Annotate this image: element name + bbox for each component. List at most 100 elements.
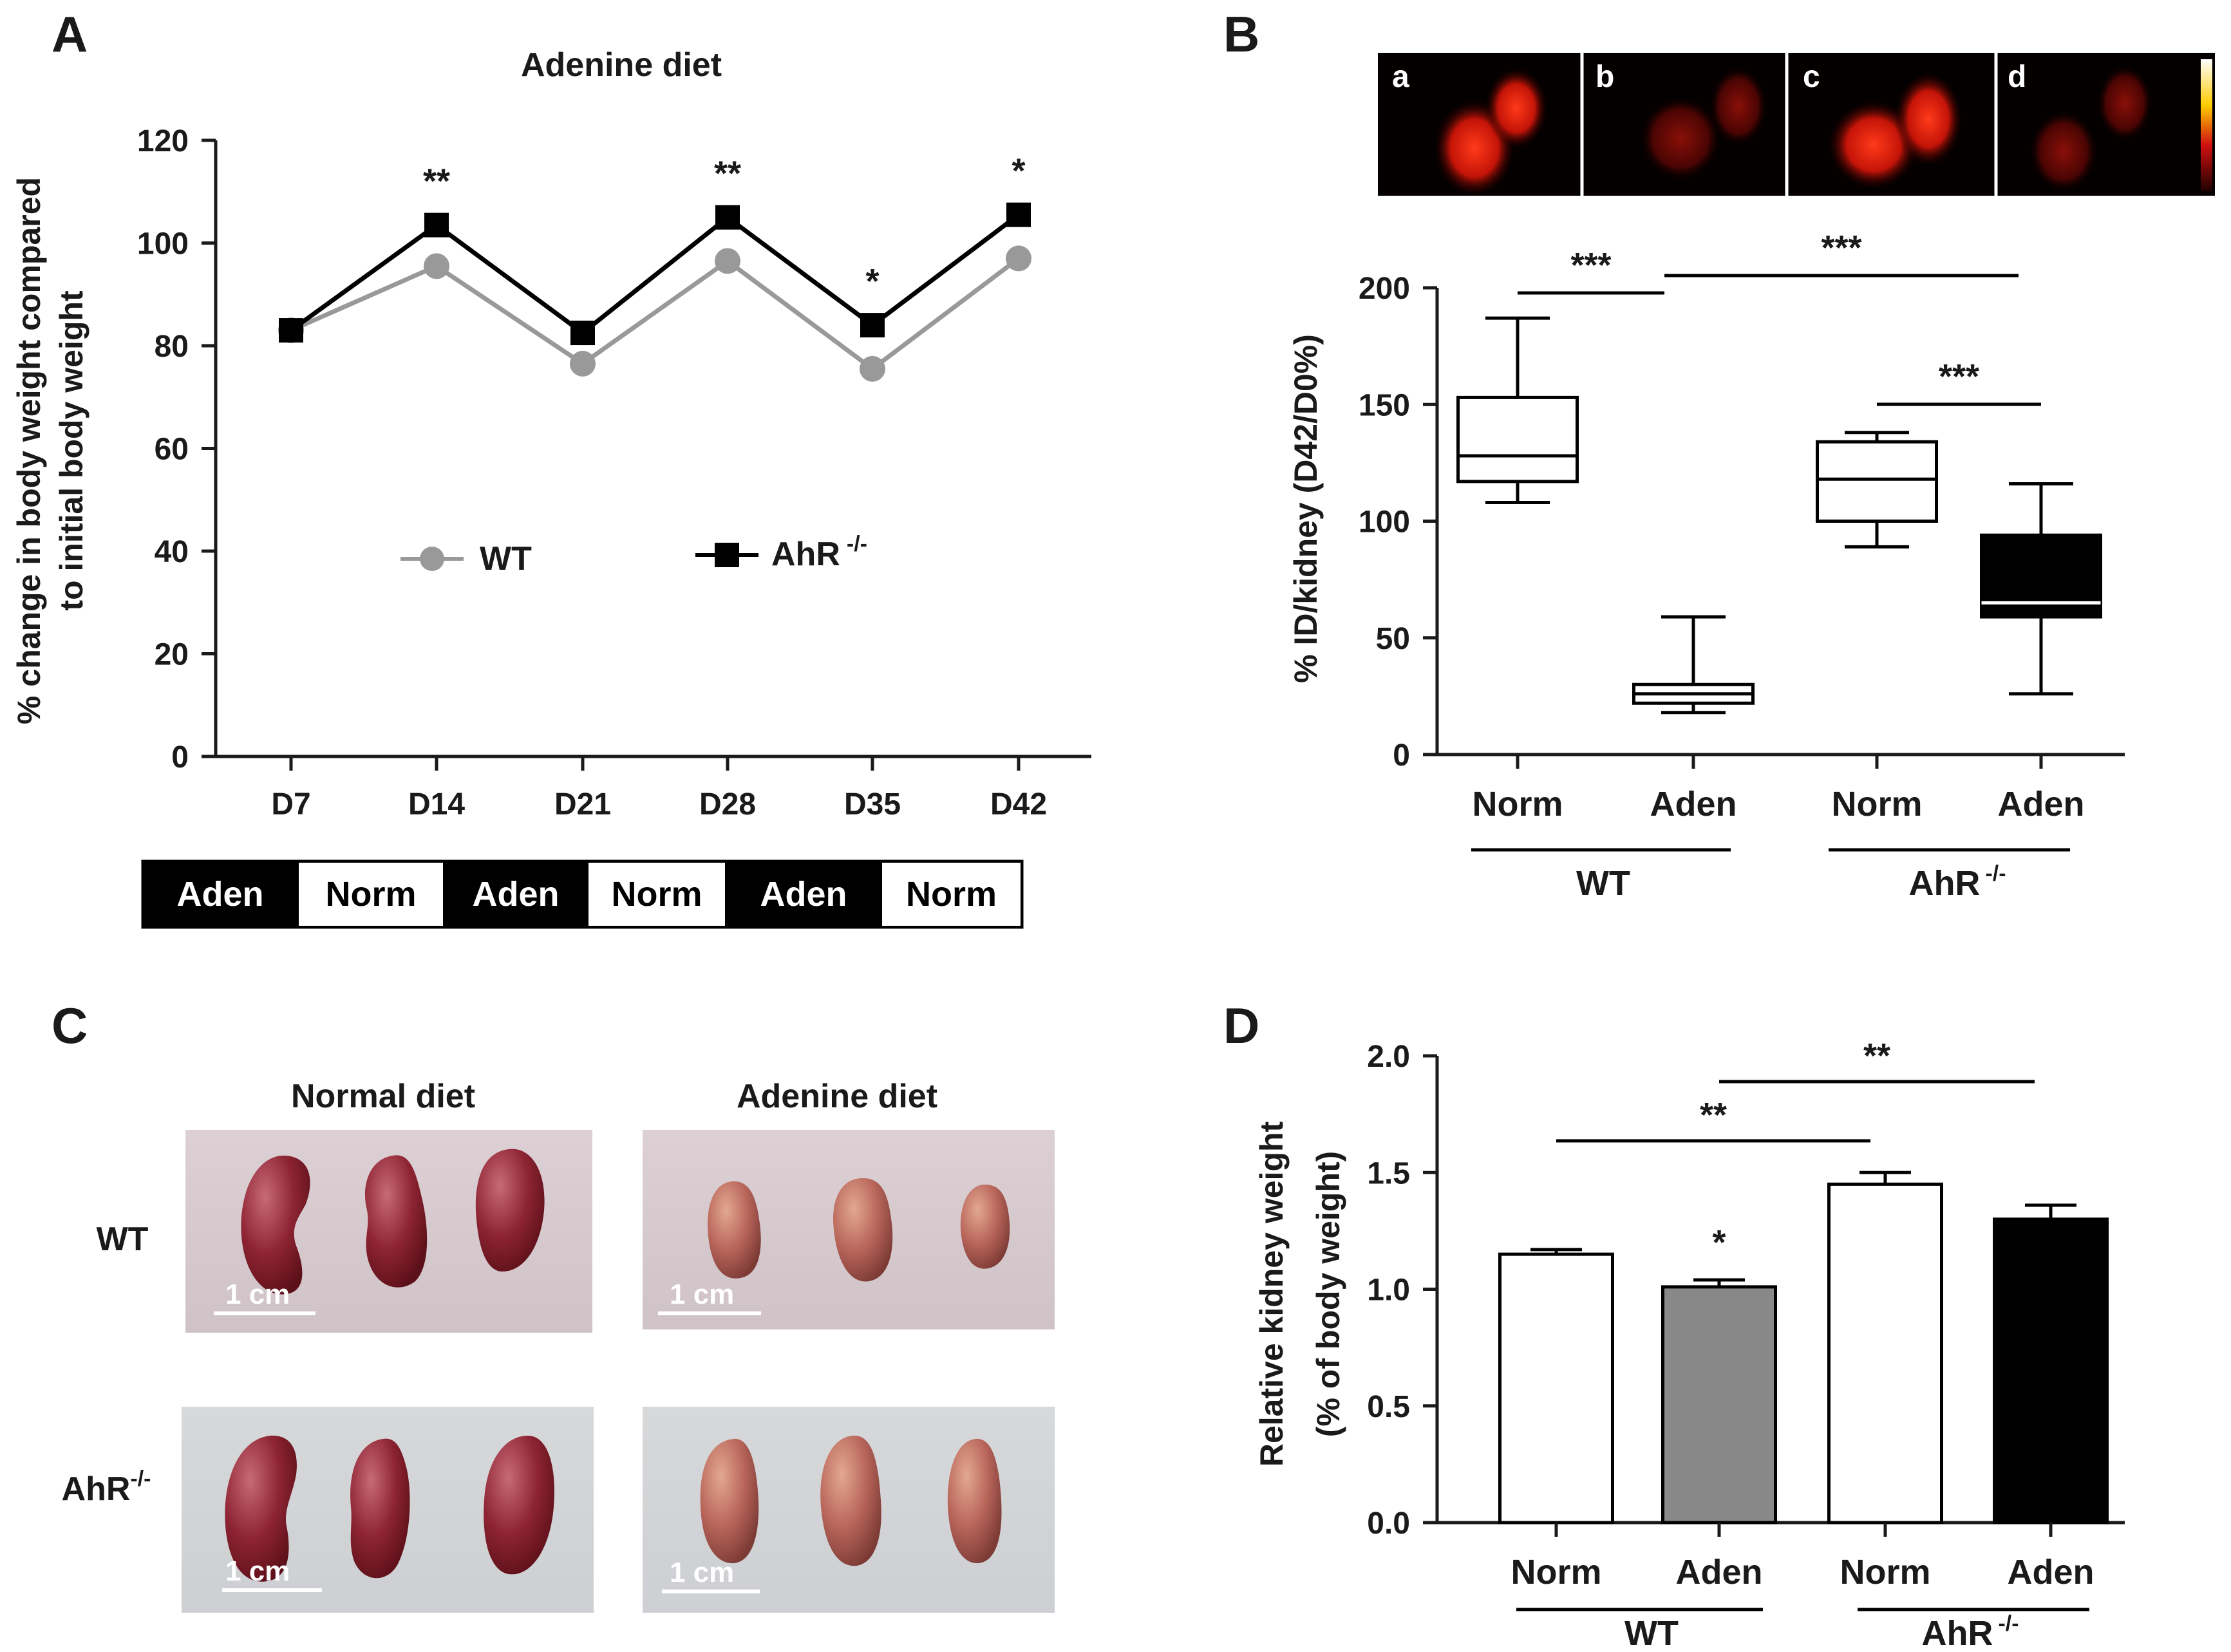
panel-letter-a: A [52,6,88,62]
significance-marker: ** [423,162,450,201]
bar-significance: * [1712,1223,1726,1262]
chart-a-significance: ** **** [423,152,1026,301]
y-tick-label: 1.0 [1367,1273,1410,1308]
chart-b-boxes [1456,316,2102,715]
data-point-wt [715,248,740,274]
pet-image-c: c [1803,60,1962,189]
series-line-ahr [289,212,1021,336]
category-label: Aden [1650,785,1737,823]
diet-bar-label: Aden [177,875,264,914]
x-tick-label: D35 [844,787,901,821]
panel-letter-b: B [1223,6,1259,62]
significance-marker: * [865,262,879,301]
panel-letter-c: C [52,997,88,1054]
y-tick-label: 120 [137,124,189,158]
chart-a-y-ticks: 0 20 40 60 80 100 120 [137,124,216,774]
kidney [947,1438,1002,1564]
photo-wt-adenine: 1 cm [643,1130,1055,1329]
legend-wt-label: WT [480,540,532,577]
photo-col-title-normal: Normal diet [291,1078,475,1115]
scale-bar-label: 1 cm [670,1279,734,1310]
significance-marker: * [1012,152,1025,191]
category-label: Norm [1831,785,1922,823]
chart-d-ylabel-line2: (% of body weight) [1310,1151,1346,1437]
photo-ahr-adenine: 1 cm [643,1407,1055,1613]
scale-bar-label: 1 cm [670,1557,734,1588]
photo-row-label-ahr: AhR-/- [62,1467,151,1508]
pet-image-d-label: d [2008,60,2026,94]
diet-bar-label: Norm [611,875,702,914]
category-label: Norm [1840,1553,1930,1591]
chart-a-axes [214,140,1091,758]
kidney [820,1435,881,1566]
chart-b-y-ticks: 0 50 100 150 200 [1359,272,1437,773]
pet-image-strip: a b c d [1378,53,2215,196]
chart-d-ylabel-line1: Relative kidney weight [1254,1122,1290,1467]
y-tick-label: 150 [1359,388,1410,422]
group-label-wt: WT [1624,1614,1679,1652]
y-tick-label: 80 [155,330,189,364]
chart-d-y-ticks: 0.0 0.5 1.0 1.5 2.0 [1367,1040,1437,1541]
data-point-wt [1006,245,1031,272]
chart-d-comparisons: ** ** [1556,1037,2035,1143]
kidney [364,1155,428,1288]
kidney [833,1178,893,1282]
photo-row-label-wt: WT [97,1221,149,1258]
panel-d: D Relative kidney weight (% of body weig… [1223,997,2125,1652]
x-tick-label: D28 [699,787,756,821]
pet-colorbar [2201,59,2212,191]
pet-image-b-label: b [1596,60,1614,94]
x-tick-label: D7 [271,787,310,821]
kidney [708,1181,761,1279]
chart-b-comparisons: *** *** *** [1518,229,2041,406]
data-point-ahr [570,321,595,346]
pet-image-c-label: c [1803,60,1820,94]
group-label-wt: WT [1576,864,1630,903]
diet-bar-label: Norm [325,875,416,914]
significance-marker: ** [714,155,741,193]
y-tick-label: 0 [1393,738,1410,773]
kidney [225,1435,297,1582]
bar [1661,1285,1777,1525]
data-point-ahr [1006,202,1031,227]
comparison-label: *** [1821,229,1861,267]
chart-b-axes [1435,288,2125,756]
chart-a-diet-bar: Aden Norm Aden Norm Aden Norm [141,859,1024,929]
legend-ahr-label: AhR -/- [771,532,867,573]
y-tick-label: 200 [1359,272,1410,306]
panel-letter-d: D [1223,997,1259,1054]
comparison-label: ** [1863,1037,1890,1075]
diet-bar-label: Norm [906,875,997,914]
y-tick-label: 1.5 [1367,1156,1410,1190]
x-tick-label: D14 [408,787,465,821]
chart-a-legend: WT AhR -/- [400,532,867,577]
chart-b-ylabel: % ID/kidney (D42/D0%) [1288,334,1324,683]
chart-a-ylabel-line1: % change in body weight compared [11,177,47,724]
data-point-ahr [860,313,885,338]
bar [1827,1182,1943,1525]
photo-col-title-adenine: Adenine diet [737,1078,937,1115]
comparison-label: *** [1570,246,1611,285]
photo-ahr-normal: 1 cm [182,1407,594,1613]
data-point-wt [424,253,449,279]
chart-a-title: Adenine diet [521,46,722,84]
diet-bar-label: Aden [760,875,847,914]
y-tick-label: 0.0 [1367,1507,1410,1541]
data-point-ahr [279,318,303,343]
diet-bar-label: Aden [473,875,560,914]
kidney [960,1185,1010,1269]
kidney [700,1438,759,1564]
category-label: Norm [1511,1553,1601,1591]
box-iqr [1816,440,1938,523]
x-tick-label: D21 [554,787,611,821]
kidney [475,1149,545,1272]
pet-image-a: a [1392,60,1547,196]
legend-wt-marker [420,547,444,571]
panel-b: B a b c [1223,6,2215,903]
diet-bar-segment-aden [443,860,588,928]
bar [1993,1217,2109,1525]
y-tick-label: 60 [155,433,189,467]
pet-image-b: b [1596,60,1767,180]
bar [1498,1252,1614,1525]
legend-ahr-marker [715,543,739,567]
